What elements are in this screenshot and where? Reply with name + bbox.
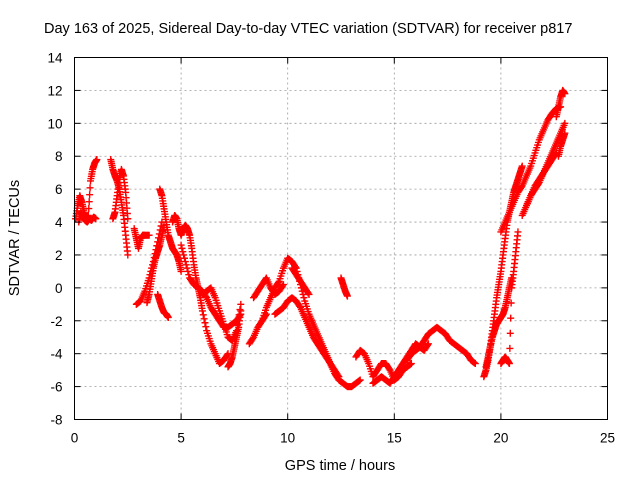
x-tick-label: 5 — [177, 431, 185, 446]
chart-title: Day 163 of 2025, Sidereal Day-to-day VTE… — [44, 21, 572, 37]
y-tick-label: 2 — [55, 248, 63, 263]
y-tick-label: 10 — [47, 116, 62, 131]
series-arc20 — [352, 346, 415, 384]
data-point — [237, 307, 245, 315]
data-point — [85, 198, 93, 206]
y-tick-label: -4 — [50, 347, 62, 362]
data-point — [178, 244, 186, 252]
data-point — [299, 290, 307, 298]
series-arc4 — [109, 165, 132, 223]
series-arc22 — [403, 323, 479, 368]
x-axis-ticks: 0 5 10 15 20 25 — [71, 57, 615, 446]
series-arc13 — [224, 307, 245, 371]
x-tick-label: 25 — [600, 431, 615, 446]
data-point — [181, 258, 189, 266]
data-point — [181, 254, 189, 262]
series-arc25 — [497, 228, 522, 368]
data-point — [518, 162, 526, 170]
data-point — [164, 313, 172, 321]
series-arc16 — [258, 254, 364, 391]
y-tick-label: 14 — [47, 51, 63, 66]
data-point — [180, 251, 188, 259]
data-point — [505, 360, 513, 368]
series-arc12 — [198, 284, 245, 345]
data-point — [424, 340, 432, 348]
y-tick-label: 6 — [55, 182, 63, 197]
data-point — [561, 90, 569, 98]
series-arc29 — [552, 86, 569, 121]
data-point — [506, 329, 514, 337]
x-tick-label: 20 — [493, 431, 508, 446]
data-point — [407, 360, 415, 368]
data-point — [183, 264, 191, 272]
data-point — [124, 215, 132, 223]
data-point — [507, 314, 515, 322]
data-point — [85, 205, 93, 213]
data-point — [200, 315, 208, 323]
series-arc10 — [169, 211, 232, 368]
data-point — [201, 319, 209, 327]
y-tick-label: 4 — [55, 215, 63, 230]
plot-frame — [74, 57, 608, 420]
data-point — [514, 228, 522, 236]
data-point — [335, 373, 343, 381]
grid-layer — [74, 57, 608, 420]
data-point — [86, 191, 94, 199]
data-point — [199, 311, 207, 319]
data-point — [507, 299, 515, 307]
data-point — [279, 281, 287, 289]
data-point — [202, 323, 210, 331]
data-point — [124, 251, 132, 259]
data-layer — [72, 86, 569, 391]
data-point — [177, 241, 185, 249]
data-point — [185, 271, 193, 279]
data-point — [184, 267, 192, 275]
data-point — [334, 371, 342, 379]
data-point — [356, 376, 364, 384]
x-tick-label: 15 — [387, 431, 402, 446]
series-arc8 — [156, 185, 185, 275]
series-arc28 — [522, 149, 560, 210]
series-arc17 — [271, 294, 343, 381]
y-axis-ticks: -8 -6 -4 -2 0 2 4 6 8 10 12 14 — [47, 51, 608, 428]
data-point — [300, 294, 308, 302]
y-tick-label: 8 — [55, 149, 63, 164]
y-tick-label: -2 — [50, 314, 62, 329]
data-point — [93, 156, 101, 164]
data-point — [471, 360, 479, 368]
data-point — [304, 289, 312, 297]
data-point — [561, 119, 569, 127]
series-arc9 — [154, 290, 172, 321]
series-arc18 — [288, 264, 313, 298]
data-point — [305, 290, 313, 298]
data-point — [343, 292, 351, 300]
y-tick-label: -8 — [50, 413, 62, 428]
y-axis-label: SDTVAR / TECUs — [7, 180, 23, 296]
data-point — [177, 267, 185, 275]
data-point — [92, 215, 100, 223]
data-point — [179, 248, 187, 256]
data-point — [145, 231, 153, 239]
data-point — [274, 279, 282, 287]
data-point — [198, 307, 206, 315]
data-point — [561, 129, 569, 137]
y-tick-label: 12 — [47, 83, 62, 98]
data-point — [279, 282, 287, 290]
x-axis-label: GPS time / hours — [285, 458, 395, 474]
y-tick-label: -6 — [50, 380, 62, 395]
data-point — [237, 300, 245, 308]
x-tick-label: 0 — [71, 431, 79, 446]
data-point — [86, 184, 94, 192]
series-arc30 — [554, 129, 569, 160]
data-point — [424, 341, 432, 349]
series-arc5 — [130, 225, 153, 252]
y-tick-label: 0 — [55, 281, 63, 296]
data-point — [506, 344, 514, 352]
x-tick-label: 10 — [280, 431, 295, 446]
series-arc2 — [75, 208, 100, 226]
data-point — [182, 261, 190, 269]
series-arc19 — [337, 274, 351, 300]
